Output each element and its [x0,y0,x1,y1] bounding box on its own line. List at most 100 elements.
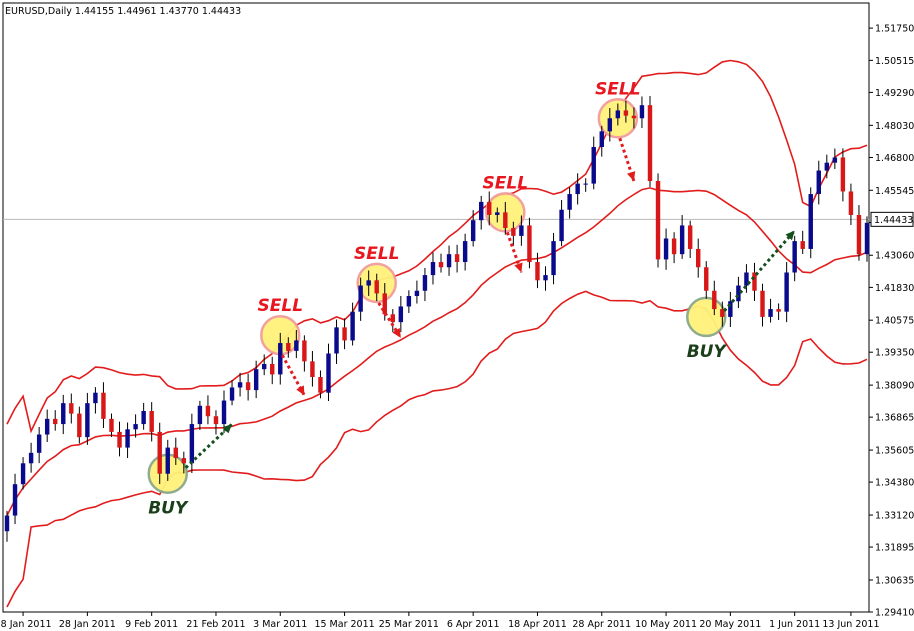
sell-label: SELL [258,296,304,316]
sell-arrow-head [514,262,523,273]
buy-arrow-head [222,424,233,434]
candle-body [864,222,870,255]
candle-body [157,431,162,474]
y-tick-label: 1.41830 [875,283,914,294]
y-tick-label: 1.46800 [875,153,914,164]
candle-body [679,225,685,255]
candle-body [237,382,243,388]
chart-title: EURUSD,Daily 1.44155 1.44961 1.43770 1.4… [5,6,241,17]
candle-body [181,458,187,464]
y-tick-label: 1.29410 [875,608,914,619]
candle-body [671,238,677,255]
candle-body [687,225,693,249]
candle-body [567,194,572,210]
candle-body [101,392,106,419]
sell-arrow-line [505,231,523,273]
candle [197,400,203,431]
candle [840,148,846,202]
buy-highlight-circle [686,296,727,338]
candle-body [438,262,444,268]
x-tick-label: 10 May 2011 [635,619,697,630]
candle-body [20,463,26,485]
candle [768,298,773,323]
candle-body [69,403,74,414]
y-tick-label: 1.49290 [875,88,914,99]
x-tick-label: 28 Jan 2011 [59,619,116,630]
candle [366,270,371,296]
candle-body [607,118,613,132]
y-tick-label: 1.43060 [875,251,914,262]
candle-body [712,290,717,310]
candle [760,283,765,327]
candle [623,100,629,123]
candle-body [639,105,645,119]
x-tick-label: 15 Mar 2011 [314,619,374,630]
candle [286,337,291,358]
candle [559,200,564,247]
candle-body [318,377,323,393]
candle [567,187,572,219]
y-axis: 1.51750 1.50515 1.49290 1.48030 1.46800 1.455… [869,24,914,619]
candle [527,217,532,269]
chart-frame [2,2,870,613]
candle [824,154,830,179]
candle [864,216,870,262]
candle [414,280,420,304]
candle-body [623,110,629,116]
candle [687,220,693,258]
candle [245,373,251,401]
candle [663,228,669,270]
candle [647,95,653,187]
candle-body [117,431,122,448]
candle-body [535,262,540,281]
candle-body [527,225,532,263]
candle-body [776,309,781,312]
candle [744,264,749,293]
candle-body [848,191,854,215]
candle [294,329,299,359]
buy-label: BUY [148,499,189,519]
candle [495,207,500,223]
candle-body [326,353,331,393]
candle [213,410,219,435]
candle [181,451,187,474]
candle [85,392,90,445]
candle [470,210,476,247]
candle-body [816,170,821,195]
candle-body [261,363,267,370]
candle [350,302,355,346]
candle-body [647,105,653,181]
buy-label: BUY [687,342,728,362]
candle-body [253,369,259,391]
candle [125,422,130,459]
x-tick-label: 3 Mar 2011 [253,619,307,630]
candle [326,343,331,402]
candle-body [358,285,363,312]
candle-body [85,403,90,438]
candle [157,422,162,484]
candle [454,244,460,273]
candle-body [800,241,805,249]
buy-arrow-line [184,422,234,469]
candle-body [366,280,371,286]
candle [856,205,862,261]
candle-body [141,411,146,425]
sell-label: SELL [595,79,641,99]
candle [141,402,146,430]
candle [77,406,82,444]
candle [696,238,701,278]
candle [237,372,243,397]
candle [221,390,227,434]
candle [302,335,307,372]
candle [398,296,404,333]
candle [487,191,492,226]
candle [808,187,813,259]
candle [189,413,195,474]
candle-body [663,238,669,260]
candle [671,232,677,264]
candle [12,473,18,525]
candle-body [832,157,838,163]
candle [511,221,516,246]
candle [173,437,178,465]
candle [704,261,709,299]
